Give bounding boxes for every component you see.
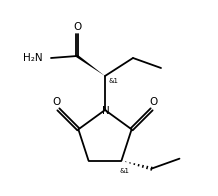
Text: O: O [150,97,158,107]
Text: &1: &1 [108,78,118,84]
Polygon shape [76,55,105,76]
Text: &1: &1 [119,168,129,174]
Text: O: O [52,97,61,107]
Text: N: N [102,106,110,116]
Text: H₂N: H₂N [23,53,43,63]
Text: O: O [73,22,81,32]
